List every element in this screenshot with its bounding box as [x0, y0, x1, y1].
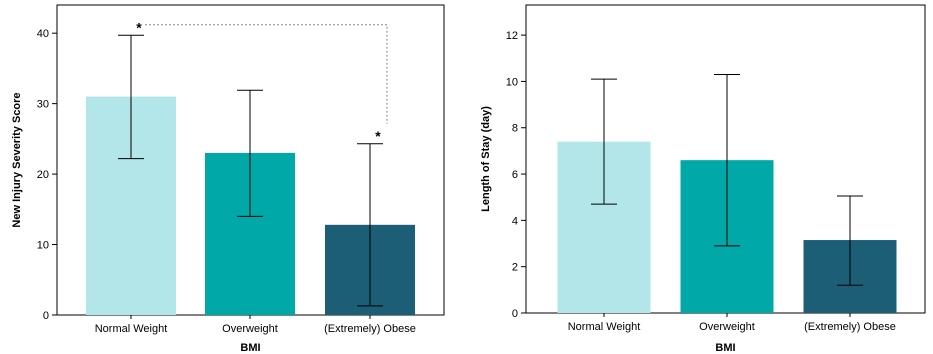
y-tick-label: 10	[506, 76, 518, 88]
y-axis-title: New Injury Severity Score	[11, 92, 23, 227]
y-tick-label: 6	[512, 169, 518, 181]
y-tick-label: 30	[37, 99, 49, 111]
x-tick-label: (Extremely) Obese	[324, 323, 416, 335]
significance-star: *	[375, 128, 381, 144]
x-tick-label: Overweight	[699, 321, 755, 333]
y-tick-label: 12	[506, 30, 518, 42]
x-tick-label: Normal Weight	[568, 321, 641, 333]
x-tick-label: Normal Weight	[95, 323, 168, 335]
y-tick-label: 8	[512, 123, 518, 135]
x-tick-label: (Extremely) Obese	[804, 321, 896, 333]
y-tick-label: 40	[37, 28, 49, 40]
y-axis-title: Length of Stay (day)	[480, 106, 492, 212]
right-chart: 0 2 4 6 8 10 12 Normal Weight Overweight (Extreme…	[480, 4, 926, 354]
left-chart: 0 10 20 30 40 Normal Weight Overweight (Extreme…	[11, 4, 445, 354]
x-axis-title: BMI	[715, 342, 735, 354]
x-axis-title: BMI	[240, 342, 260, 354]
y-tick-label: 4	[512, 215, 518, 227]
x-tick-label: Overweight	[222, 323, 278, 335]
significance-bracket	[145, 24, 388, 124]
y-tick-label: 10	[37, 240, 49, 252]
y-tick-label: 20	[37, 169, 49, 181]
y-tick-label: 2	[512, 262, 518, 274]
y-tick-label: 0	[43, 310, 49, 322]
significance-star: *	[136, 19, 142, 35]
y-tick-label: 0	[512, 308, 518, 320]
